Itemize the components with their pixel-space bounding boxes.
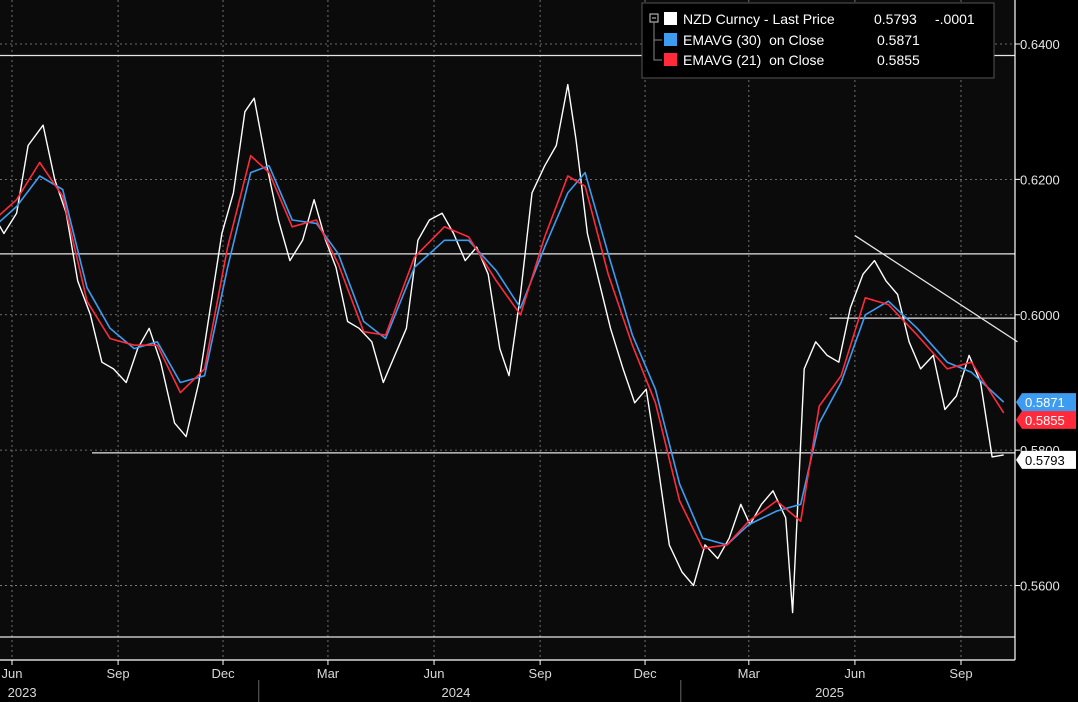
x-tick-label: Jun <box>2 666 23 681</box>
legend-value-ema21: 0.5855 <box>877 52 920 68</box>
x-year-label: 2024 <box>441 685 470 700</box>
x-tick-label: Dec <box>633 666 657 681</box>
y-tick-label: 0.6400 <box>1020 37 1060 52</box>
series-line-ema30 <box>0 165 1005 546</box>
x-axis: Jun Sep Dec Mar Jun Sep Dec Mar Jun Sep 2023 2024 20… <box>2 660 973 702</box>
x-year-label: 2025 <box>815 685 844 700</box>
plot-area <box>0 0 1015 660</box>
legend: NZD Curncy - Last Price 0.5793 -.0001 EM… <box>641 2 995 79</box>
x-tick-label: Jun <box>424 666 445 681</box>
series-layer <box>0 83 1005 614</box>
x-year-label: 2023 <box>8 685 37 700</box>
legend-label-ema30: EMAVG (30) on Close <box>683 32 825 48</box>
legend-swatch-ema30 <box>664 33 677 46</box>
x-tick-label: Dec <box>211 666 235 681</box>
legend-value-price: 0.5793 <box>874 11 917 27</box>
series-line-ema21 <box>0 154 1005 550</box>
last-value-tag-price: 0.5793 <box>1016 450 1076 469</box>
last-value-tag-ema21: 0.5855 <box>1016 410 1076 429</box>
legend-value-ema30: 0.5871 <box>877 32 920 48</box>
legend-swatch-ema21 <box>664 53 677 66</box>
y-tick-label: 0.5600 <box>1020 579 1060 594</box>
last-value-tag-ema30: 0.5871 <box>1016 393 1076 412</box>
last-value-tag-bg <box>1016 450 1076 469</box>
y-tick-label: 0.6000 <box>1020 308 1060 323</box>
last-value-tag-bg <box>1016 393 1076 412</box>
legend-swatch-price <box>664 12 677 25</box>
last-value-labels: 0.5855 0.5871 0.5793 <box>1016 393 1076 469</box>
legend-tree-line <box>653 22 662 61</box>
x-tick-label: Mar <box>738 666 761 681</box>
legend-box <box>641 2 995 79</box>
x-tick-label: Sep <box>107 666 130 681</box>
legend-label-price: NZD Curncy - Last Price <box>683 11 835 27</box>
x-tick-label: Sep <box>529 666 552 681</box>
last-value-tag-bg <box>1016 410 1076 429</box>
x-tick-label: Jun <box>844 666 865 681</box>
last-value-tag-text: 0.5793 <box>1025 453 1065 468</box>
series-line-price <box>0 83 1004 614</box>
trendline <box>854 235 1018 343</box>
y-tick-label: 0.6200 <box>1020 172 1060 187</box>
x-tick-label: Sep <box>949 666 972 681</box>
legend-change-price: -.0001 <box>935 11 975 27</box>
legend-label-ema21: EMAVG (21) on Close <box>683 52 825 68</box>
last-value-tag-text: 0.5855 <box>1025 413 1065 428</box>
x-tick-label: Mar <box>317 666 340 681</box>
last-value-tag-text: 0.5871 <box>1025 395 1065 410</box>
